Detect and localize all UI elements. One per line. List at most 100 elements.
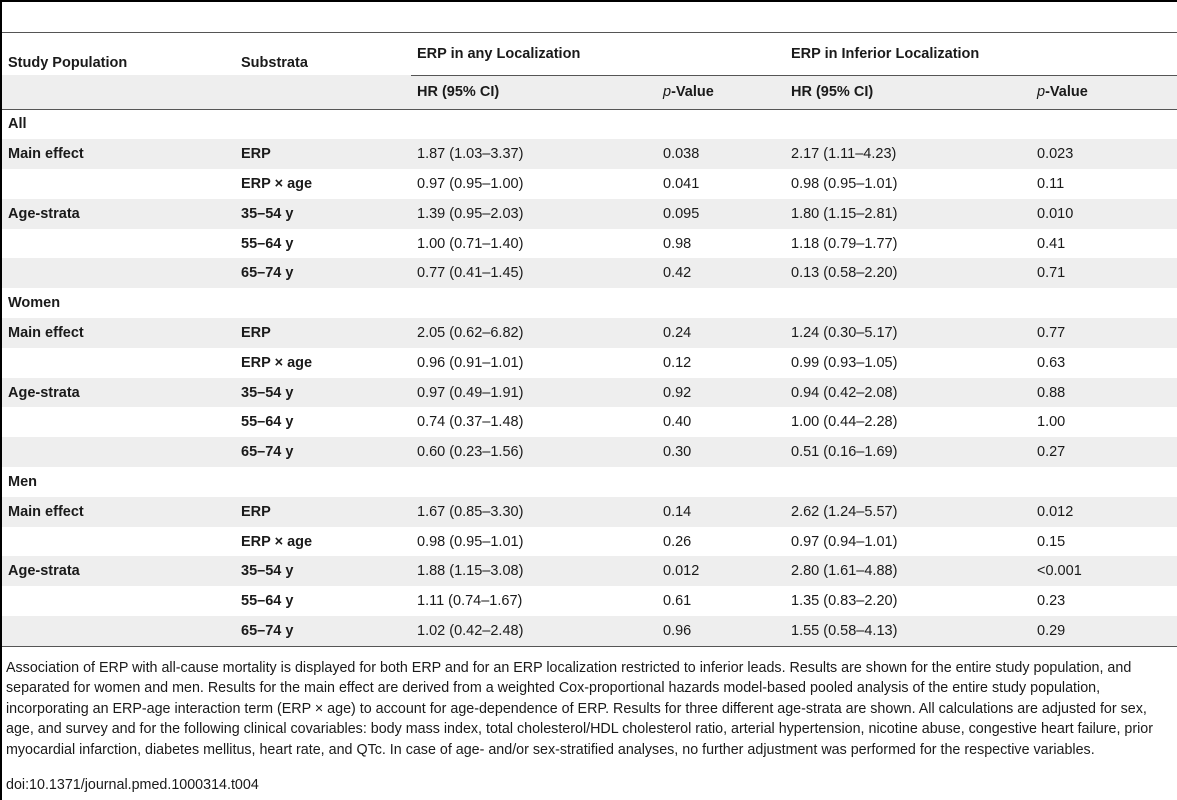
- cell-p-any: 0.24: [657, 318, 785, 348]
- left-border: [0, 0, 2, 800]
- cell-hr-inferior: 2.62 (1.24–5.57): [785, 496, 1031, 527]
- cell-p-inferior: 0.88: [1031, 377, 1177, 408]
- cell-p-any: 0.30: [657, 437, 785, 468]
- cell-substrata: 55–64 y: [241, 593, 294, 610]
- cell-hr-any: 1.11 (0.74–1.67): [417, 593, 523, 610]
- table-row: Age-strata 35–54 y 0.97 (0.49–1.91) 0.92 0.9…: [2, 377, 1177, 408]
- cell-study-population: [2, 258, 235, 289]
- cell-study-population: Men: [8, 473, 37, 490]
- cell-hr-inferior: 1.80 (1.15–2.81): [785, 198, 1031, 229]
- cell-study-population: All: [8, 116, 27, 133]
- cell-hr-any: 1.02 (0.42–2.48): [411, 616, 657, 647]
- cell-p-any: 0.40: [663, 414, 692, 431]
- cell-p-any: 0.98: [663, 235, 692, 252]
- cell-study-population: Main effect: [2, 318, 235, 348]
- cell-p-inferior: [1031, 467, 1177, 497]
- cell-p-any: 0.61: [663, 593, 692, 610]
- cell-hr-any: 2.05 (0.62–6.82): [411, 318, 657, 348]
- cell-hr-any: [411, 467, 657, 497]
- cell-substrata: 35–54 y: [235, 198, 411, 229]
- cell-substrata: ERP × age: [241, 533, 313, 550]
- cell-p-any: [657, 467, 785, 497]
- table-footnote: Association of ERP with all-cause mortal…: [6, 660, 1154, 758]
- cell-hr-any: 0.97 (0.49–1.91): [411, 377, 657, 408]
- results-table-container: Study Population Substrata ERP in any Lo…: [2, 32, 1177, 647]
- cell-p-inferior: 0.77: [1031, 318, 1177, 348]
- cell-p-inferior: 0.27: [1031, 437, 1177, 468]
- cell-hr-any: 0.60 (0.23–1.56): [411, 437, 657, 468]
- cell-p-inferior: 0.010: [1031, 198, 1177, 229]
- cell-substrata: ERP: [235, 496, 411, 527]
- cell-substrata: 55–64 y: [241, 235, 294, 252]
- cell-p-any: 0.14: [657, 496, 785, 527]
- doi-line: doi:10.1371/journal.pmed.1000314.t004: [6, 777, 259, 793]
- cell-study-population: [2, 407, 235, 437]
- group-header-inferior-localization: ERP in Inferior Localization: [785, 33, 1177, 76]
- cell-hr-inferior: [785, 109, 1031, 139]
- cell-hr-inferior: 1.35 (0.83–2.20): [791, 593, 898, 610]
- table-row: 65–74 y 0.77 (0.41–1.45) 0.42 0.13 (0.58–2.…: [2, 258, 1177, 289]
- cell-study-population: [2, 527, 235, 557]
- cell-substrata: ERP: [235, 139, 411, 170]
- cell-substrata: ERP × age: [241, 354, 313, 371]
- col-header-hr-any: HR (95% CI): [411, 75, 657, 110]
- cell-hr-any: 0.98 (0.95–1.01): [417, 533, 524, 550]
- cell-p-inferior: [1031, 109, 1177, 139]
- table-row: Main effect ERP 2.05 (0.62–6.82) 0.24 1.24 (…: [2, 318, 1177, 348]
- cell-p-any: [657, 288, 785, 318]
- cell-substrata: [235, 109, 411, 139]
- cell-study-population: Age-strata: [2, 198, 235, 229]
- cell-hr-any: 0.74 (0.37–1.48): [417, 414, 524, 431]
- cell-p-inferior: 0.023: [1031, 139, 1177, 170]
- p-italic: p: [663, 84, 672, 100]
- section-row: All: [2, 109, 1177, 139]
- table-row: Age-strata 35–54 y 1.39 (0.95–2.03) 0.095 1.…: [2, 198, 1177, 229]
- cell-p-inferior: 0.71: [1031, 258, 1177, 289]
- cell-hr-inferior: 0.94 (0.42–2.08): [785, 377, 1031, 408]
- table-row: 55–64 y 0.74 (0.37–1.48) 0.40 1.00 (0.44–2.…: [2, 407, 1177, 437]
- p-italic: p: [1037, 84, 1046, 100]
- cell-hr-inferior: 1.24 (0.30–5.17): [785, 318, 1031, 348]
- cell-hr-any: 1.67 (0.85–3.30): [411, 496, 657, 527]
- cell-study-population: [2, 586, 235, 616]
- cell-p-any: 0.041: [663, 175, 700, 192]
- cell-p-any: 0.038: [657, 139, 785, 170]
- cell-p-inferior: 0.29: [1031, 616, 1177, 647]
- cell-hr-any: 0.96 (0.91–1.01): [417, 354, 524, 371]
- cell-hr-inferior: 0.98 (0.95–1.01): [791, 175, 898, 192]
- section-row: Women: [2, 288, 1177, 318]
- col-header-blank-2: [235, 75, 411, 110]
- cell-substrata: 35–54 y: [235, 556, 411, 587]
- cell-p-inferior: 0.11: [1037, 175, 1065, 192]
- top-border: [0, 0, 1177, 2]
- cell-substrata: 65–74 y: [235, 258, 411, 289]
- cell-substrata: 55–64 y: [241, 414, 294, 431]
- cell-hr-any: [411, 109, 657, 139]
- table-body: All Main effect ERP 1.87 (1.03–3.37) 0.038 2.…: [2, 109, 1177, 647]
- cell-p-any: 0.12: [663, 354, 692, 371]
- cell-hr-any: 0.77 (0.41–1.45): [411, 258, 657, 289]
- cell-study-population: [2, 348, 235, 378]
- cell-study-population: [2, 616, 235, 647]
- table-row: Main effect ERP 1.87 (1.03–3.37) 0.038 2.17 …: [2, 139, 1177, 170]
- cell-p-any: 0.095: [657, 198, 785, 229]
- table-row: Age-strata 35–54 y 1.88 (1.15–3.08) 0.012 2.…: [2, 556, 1177, 587]
- cell-hr-any: [411, 288, 657, 318]
- cell-p-inferior: 0.012: [1031, 496, 1177, 527]
- cell-substrata: [235, 467, 411, 497]
- cell-hr-any: 1.88 (1.15–3.08): [411, 556, 657, 587]
- p-rest: -Value: [671, 84, 714, 100]
- cell-hr-any: 1.00 (0.71–1.40): [417, 235, 524, 252]
- cell-p-inferior: [1031, 288, 1177, 318]
- table-row: ERP × age 0.98 (0.95–1.01) 0.26 0.97 (0.94–…: [2, 527, 1177, 557]
- header-row-groups: Study Population Substrata ERP in any Lo…: [2, 33, 1177, 76]
- cell-p-any: 0.96: [657, 616, 785, 647]
- table-row: 55–64 y 1.11 (0.74–1.67) 0.61 1.35 (0.83–2.…: [2, 586, 1177, 616]
- cell-hr-inferior: 0.99 (0.93–1.05): [791, 354, 898, 371]
- cell-hr-inferior: 2.17 (1.11–4.23): [785, 139, 1031, 170]
- cell-substrata: ERP: [235, 318, 411, 348]
- cell-study-population: Main effect: [2, 139, 235, 170]
- cell-substrata: 35–54 y: [235, 377, 411, 408]
- cell-hr-inferior: 1.55 (0.58–4.13): [785, 616, 1031, 647]
- table-row: 65–74 y 1.02 (0.42–2.48) 0.96 1.55 (0.58–4.…: [2, 616, 1177, 647]
